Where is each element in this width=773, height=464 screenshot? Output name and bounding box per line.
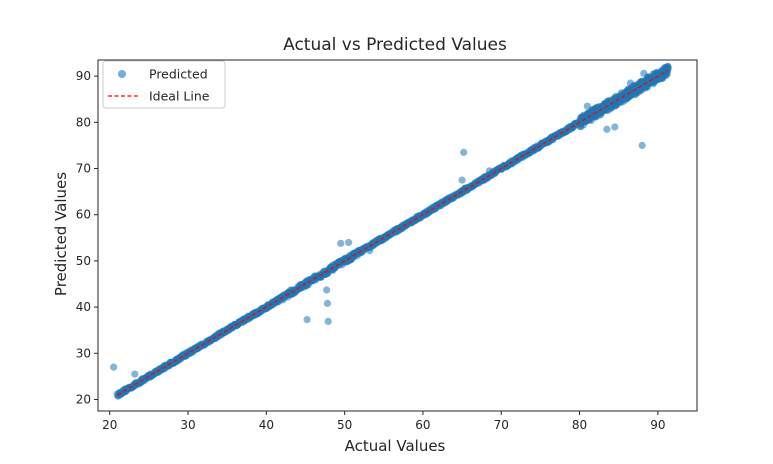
axes-frame [97, 59, 698, 412]
y-tick-label: 40 [76, 300, 91, 314]
scatter-outlier-point [131, 370, 139, 378]
y-tick-label: 90 [76, 69, 91, 83]
scatter-point [651, 72, 659, 80]
ideal-line-layer [117, 69, 669, 396]
scatter-point [609, 101, 617, 109]
scatter-outlier-point [485, 167, 494, 175]
scatter-point [579, 121, 587, 129]
scatter-outlier-point [323, 299, 332, 307]
y-axis-ticks: 20 30 40 50 60 70 80 90 [76, 69, 98, 406]
plot-area: 20 30 40 50 60 70 80 90 20 30 40 50 60 70 80 90 [76, 59, 698, 432]
y-tick-label: 80 [76, 115, 91, 129]
x-tick-label: 30 [180, 418, 195, 432]
x-axis-ticks: 20 30 40 50 60 70 80 90 [102, 411, 665, 432]
x-tick-label: 70 [494, 418, 509, 432]
scatter-outlier-point [366, 247, 374, 255]
x-tick-label: 60 [415, 418, 430, 432]
scatter-point [660, 64, 669, 72]
ideal-line [117, 69, 669, 396]
scatter-outlier-point [638, 141, 646, 150]
scatter-outlier-point [583, 102, 591, 110]
legend: Predicted Ideal Line [102, 60, 226, 109]
x-tick-label: 20 [102, 418, 117, 432]
legend-predicted-marker [118, 70, 126, 78]
scatter-point [592, 104, 600, 112]
scatter-point [636, 78, 644, 86]
scatter-point [594, 111, 603, 119]
x-tick-label: 90 [650, 418, 665, 432]
scatter-outlier-point [626, 79, 635, 87]
scatter-points [110, 62, 672, 400]
y-axis-label: Predicted Values [52, 172, 70, 296]
legend-box [102, 60, 226, 109]
scatter-point [642, 81, 650, 89]
scatter-point [612, 92, 620, 101]
scatter-outlier-point [460, 148, 468, 156]
scatter-outlier-point [640, 69, 648, 77]
x-tick-label: 80 [572, 418, 587, 432]
legend-ideal-line-label: Ideal Line [149, 89, 210, 104]
scatter-point [582, 113, 590, 121]
scatter-outlier-point [458, 176, 466, 184]
scatter-outlier-point [110, 363, 118, 371]
legend-predicted-label: Predicted [149, 67, 208, 82]
y-tick-label: 20 [76, 392, 91, 406]
chart-title: Actual vs Predicted Values [283, 35, 507, 55]
y-tick-label: 30 [76, 346, 91, 360]
scatter-outlier-point [323, 286, 331, 294]
scatter-outlier-point [303, 315, 311, 324]
scatter-outlier-point [344, 238, 353, 247]
y-tick-label: 70 [76, 162, 91, 176]
scatter-outlier-point [603, 125, 611, 133]
y-tick-label: 60 [76, 208, 91, 222]
scatter-outlier-point [324, 317, 332, 326]
x-tick-label: 50 [337, 418, 352, 432]
x-tick-label: 40 [259, 418, 274, 432]
scatter-outlier-point [337, 239, 345, 247]
y-tick-label: 50 [76, 254, 91, 268]
x-axis-label: Actual Values [345, 437, 446, 455]
scatter-outlier-point [611, 123, 619, 131]
